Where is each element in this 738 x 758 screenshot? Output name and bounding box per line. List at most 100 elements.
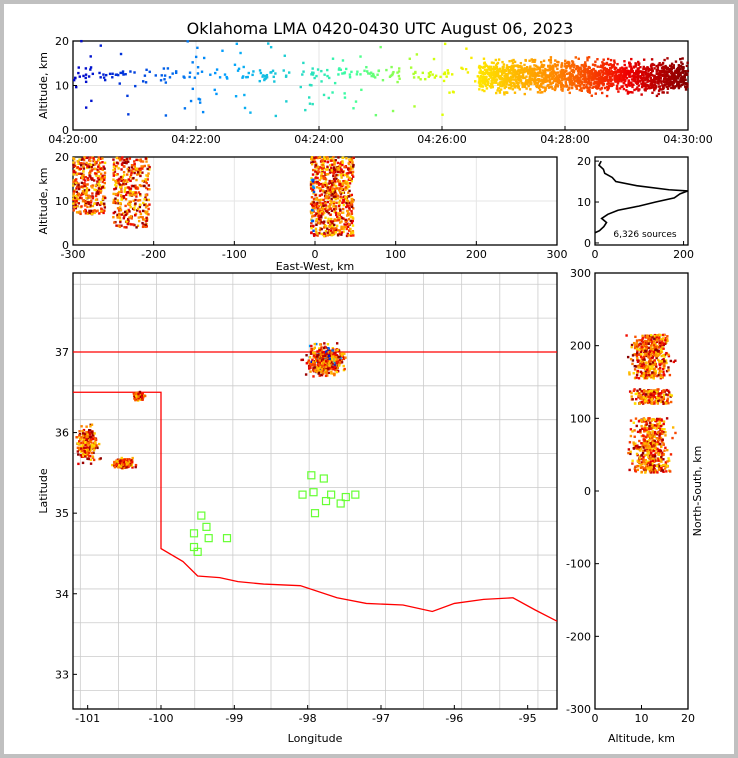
source-point xyxy=(652,74,655,77)
source-point xyxy=(116,199,119,202)
source-point xyxy=(73,201,77,204)
source-point xyxy=(315,342,318,346)
source-point xyxy=(160,74,163,77)
source-point xyxy=(88,433,92,436)
source-point xyxy=(615,84,619,88)
x-tick-label: 0 xyxy=(312,248,319,261)
source-point xyxy=(333,227,336,231)
source-point xyxy=(662,67,665,71)
source-point xyxy=(542,64,546,67)
source-point xyxy=(92,451,95,455)
source-point xyxy=(77,66,80,69)
source-point xyxy=(682,66,685,70)
source-point xyxy=(330,370,333,373)
source-point xyxy=(128,187,131,191)
source-point xyxy=(343,181,346,184)
source-point xyxy=(111,76,114,79)
source-point xyxy=(316,232,319,235)
source-point xyxy=(318,229,322,232)
source-point xyxy=(634,365,638,368)
source-point xyxy=(657,358,660,362)
source-point xyxy=(84,441,87,444)
source-point xyxy=(340,231,344,234)
source-point xyxy=(320,346,323,349)
source-point xyxy=(349,167,352,171)
source-point xyxy=(328,186,331,189)
source-point xyxy=(96,170,100,173)
source-point xyxy=(324,204,327,207)
source-point xyxy=(521,82,524,85)
source-point xyxy=(587,89,591,92)
source-point xyxy=(649,79,653,83)
source-point xyxy=(99,191,102,194)
source-point xyxy=(644,89,647,92)
source-point xyxy=(338,168,341,172)
source-point xyxy=(270,71,273,74)
source-point xyxy=(322,221,325,225)
source-point xyxy=(85,443,89,446)
source-point xyxy=(188,75,191,79)
source-point xyxy=(328,233,332,236)
source-point xyxy=(518,73,521,76)
x-tick-label: 04:26:00 xyxy=(417,133,466,146)
station-marker xyxy=(321,496,331,506)
x-tick-label: 0 xyxy=(592,248,599,261)
source-point xyxy=(144,225,147,229)
source-point xyxy=(613,67,617,71)
source-point xyxy=(320,227,323,231)
source-point xyxy=(333,373,336,377)
source-point xyxy=(337,349,341,353)
source-point xyxy=(544,71,547,75)
source-point xyxy=(122,196,126,199)
source-point xyxy=(334,207,338,210)
source-point xyxy=(127,462,130,466)
source-point xyxy=(348,201,351,205)
source-point xyxy=(585,83,588,87)
source-point xyxy=(644,72,648,76)
source-point xyxy=(114,164,117,168)
source-point xyxy=(334,170,337,174)
source-point xyxy=(490,71,493,74)
source-point xyxy=(133,163,136,167)
source-point xyxy=(605,94,609,98)
source-point xyxy=(508,65,511,69)
source-point xyxy=(111,463,114,467)
source-point xyxy=(634,63,638,66)
source-point xyxy=(317,216,321,220)
source-point xyxy=(83,184,86,188)
source-point xyxy=(118,183,122,186)
source-point xyxy=(311,102,314,106)
source-point xyxy=(616,62,619,66)
source-point xyxy=(333,161,336,164)
source-point xyxy=(676,81,679,85)
source-point xyxy=(114,183,117,187)
source-point xyxy=(314,180,318,184)
source-point xyxy=(139,395,143,399)
source-point xyxy=(341,191,345,195)
source-point xyxy=(80,197,83,200)
source-point xyxy=(321,184,324,187)
source-point xyxy=(317,369,320,372)
source-point xyxy=(656,81,659,85)
source-point xyxy=(526,71,530,75)
source-point xyxy=(144,157,148,160)
station-marker xyxy=(189,529,199,538)
source-point xyxy=(628,373,631,376)
source-point xyxy=(103,203,106,207)
source-point xyxy=(511,88,515,91)
source-point xyxy=(637,84,640,87)
source-point xyxy=(315,230,318,233)
source-point xyxy=(657,372,661,376)
source-point xyxy=(667,366,670,369)
source-point xyxy=(267,42,270,45)
source-point xyxy=(123,165,126,168)
source-point xyxy=(507,77,511,80)
source-point xyxy=(312,233,316,236)
source-point xyxy=(315,74,318,78)
source-point xyxy=(641,83,644,86)
source-point xyxy=(561,87,564,90)
source-point xyxy=(642,363,646,366)
source-point xyxy=(619,75,622,78)
source-point xyxy=(538,84,542,87)
source-point xyxy=(385,68,388,72)
